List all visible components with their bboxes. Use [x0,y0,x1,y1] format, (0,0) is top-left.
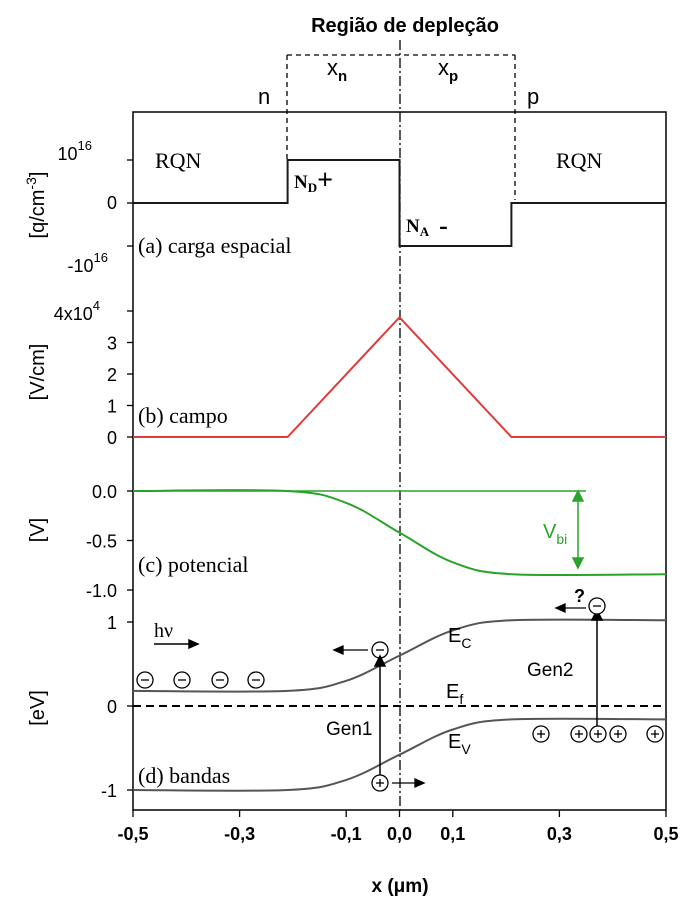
charge-ylabel: [q/cm-3] [23,172,49,239]
field-tick-label: 2 [107,365,117,385]
x-tick-label: 0,0 [387,824,412,844]
gen2-label: Gen2 [527,660,573,681]
conduction-band-curve [132,618,667,693]
hole-icons-right [532,725,664,743]
panel-bands: [eV] 1 0 -1 EC Ef EV hν [27,586,667,801]
field-caption: (b) campo [138,403,228,428]
question-label: ? [574,586,585,606]
x-tick-label: -0,3 [224,824,255,844]
n-region-label: n [258,84,270,109]
charge-tick-bottom: -1016 [68,250,108,276]
charge-tick-zero: 0 [107,193,117,213]
electron-icons-left [136,671,265,689]
na-label: NA - [406,211,448,240]
potential-ylabel: [V] [27,518,49,542]
rqn-right-label: RQN [556,148,603,173]
ec-label: EC [448,625,471,651]
field-ylabel: [V/cm] [27,344,49,401]
bands-ylabel: [eV] [27,690,49,726]
electron-question-icon [554,597,606,615]
potential-tick-label: -1.0 [86,581,117,601]
field-tick-label: 0 [107,428,117,448]
xn-label: xn [327,55,347,85]
ev-label: EV [448,731,471,757]
charge-density-curve [133,159,666,247]
ef-label: Ef [446,681,463,707]
x-axis-label: x (μm) [371,876,428,897]
bands-tick-label: 0 [107,697,117,717]
x-tick-label: 0,5 [653,824,678,844]
bands-caption: (d) bandas [138,763,230,788]
x-tick-label: -0,1 [331,824,362,844]
potential-tick-label: -0.5 [86,532,117,552]
field-tick-label: 3 [107,334,117,354]
nd-label: ND+ [294,165,333,196]
xp-label: xp [438,55,458,85]
charge-caption: (a) carga espacial [138,233,291,258]
x-tick-label: -0,5 [117,824,148,844]
photon-label: hν [154,620,173,642]
photon-arrow-icon [154,638,200,650]
field-tick-top: 4x104 [54,298,100,324]
x-axis: -0,5 -0,3 -0,1 0,0 0,1 0,3 0,5 [117,810,679,844]
potential-caption: (c) potencial [138,552,249,577]
depletion-bracket [286,54,516,200]
potential-tick-label: 0.0 [92,482,117,502]
electric-field-curve [133,315,666,438]
field-tick-label: 1 [107,397,117,417]
valence-band-curve [132,717,667,792]
panel-charge: [q/cm-3] 1016 0 -1016 RQN RQN ND+ NA - (a… [23,138,666,276]
figure-title: Região de depleção [311,15,499,37]
panel-field: [V/cm] 4x104 0 1 2 3 (b) campo [27,298,666,448]
charge-tick-top: 1016 [58,138,93,164]
vbi-label: Vbi [543,521,567,547]
hole-drift-icon [371,774,426,792]
x-tick-label: 0,3 [547,824,572,844]
p-region-label: p [527,84,539,109]
bands-tick-label: 1 [107,613,117,633]
gen2-arrow [590,608,604,735]
gen1-label: Gen1 [326,719,372,740]
rqn-left-label: RQN [155,148,202,173]
panel-potential: [V] 0.0 -0.5 -1.0 Vbi (c) potencial [27,482,667,601]
x-tick-label: 0,1 [440,824,465,844]
gen1-arrow [373,654,387,775]
vbi-arrow [571,489,585,570]
bands-tick-label: -1 [101,781,117,801]
